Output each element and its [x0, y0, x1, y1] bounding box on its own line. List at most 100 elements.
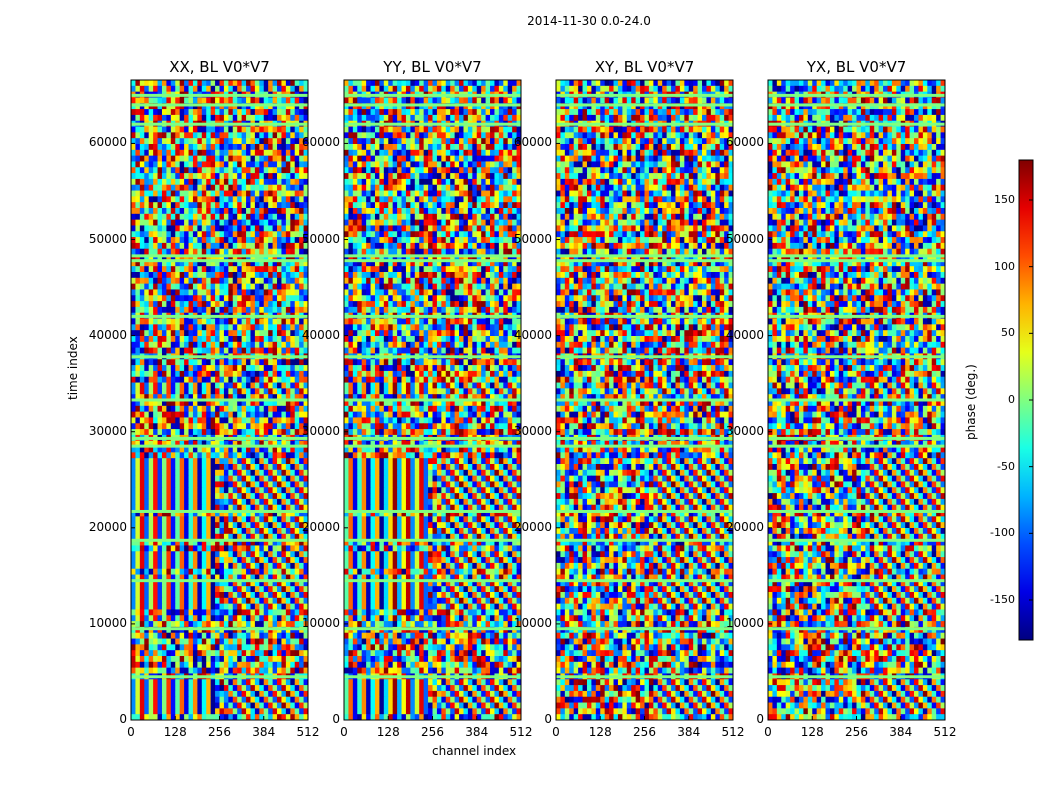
heatmap-cell: [246, 394, 251, 401]
heatmap-cell: [379, 155, 385, 162]
heatmap-cell: [161, 85, 167, 93]
heatmap-cell: [157, 132, 163, 139]
heatmap-cell: [157, 458, 163, 465]
heatmap-cell: [237, 539, 243, 546]
heatmap-cell: [294, 184, 300, 191]
heatmap-cell: [277, 376, 282, 383]
heatmap-cell: [299, 400, 304, 407]
heatmap-cell: [232, 97, 238, 104]
heatmap-cell: [197, 138, 203, 145]
heatmap-cell: [428, 138, 433, 145]
heatmap-cell: [436, 114, 442, 122]
heatmap-cell: [148, 417, 154, 424]
heatmap-cell: [228, 295, 234, 302]
heatmap-cell: [161, 696, 167, 703]
heatmap-cell: [170, 301, 176, 308]
heatmap-cell: [223, 196, 229, 203]
heatmap-cell: [254, 528, 260, 535]
heatmap-cell: [148, 330, 154, 337]
heatmap-cell: [201, 644, 207, 651]
heatmap-cell: [223, 126, 229, 133]
heatmap-cell: [188, 283, 194, 290]
heatmap-cell: [516, 132, 522, 139]
heatmap-cell: [219, 440, 225, 447]
heatmap-cell: [232, 650, 238, 657]
heatmap-cell: [472, 97, 478, 104]
heatmap-cell: [490, 138, 495, 145]
heatmap-cell: [192, 289, 198, 296]
heatmap-cell: [285, 341, 291, 349]
heatmap-cell: [246, 644, 251, 651]
heatmap-cell: [263, 149, 269, 157]
heatmap-cell: [188, 708, 194, 715]
heatmap-cell: [179, 597, 185, 605]
heatmap-cell: [201, 388, 207, 395]
heatmap-cell: [161, 242, 167, 250]
heatmap-cell: [259, 132, 265, 139]
heatmap-cell: [285, 440, 291, 447]
heatmap-cell: [197, 661, 203, 669]
heatmap-cell: [219, 586, 225, 593]
heatmap-cell: [299, 568, 304, 575]
heatmap-cell: [392, 126, 398, 133]
heatmap-cell: [237, 621, 243, 628]
heatmap-cell: [139, 347, 145, 354]
heatmap-cell: [188, 528, 194, 535]
heatmap-cell: [432, 114, 438, 122]
heatmap-cell: [179, 493, 185, 500]
heatmap-cell: [192, 324, 198, 331]
heatmap-cell: [175, 231, 181, 238]
heatmap-cell: [139, 493, 145, 500]
heatmap-cell: [294, 196, 300, 203]
heatmap-cell: [281, 429, 287, 436]
heatmap-cell: [161, 161, 167, 168]
heatmap-cell: [299, 167, 304, 174]
heatmap-cell: [188, 295, 194, 302]
heatmap-cell: [259, 690, 265, 698]
heatmap-cell: [294, 510, 300, 517]
heatmap-cell: [139, 289, 145, 296]
heatmap-cell: [188, 347, 194, 354]
heatmap-cell: [294, 266, 300, 273]
heatmap-cell: [215, 446, 220, 453]
heatmap-cell: [148, 306, 154, 314]
heatmap-cell: [161, 493, 167, 500]
heatmap-cell: [285, 173, 291, 180]
heatmap-cell: [139, 295, 145, 302]
heatmap-cell: [281, 714, 287, 721]
heatmap-cell: [192, 510, 198, 517]
heatmap-cell: [254, 283, 260, 290]
heatmap-cell: [206, 411, 212, 418]
heatmap-cell: [215, 533, 220, 541]
flag-line: [131, 444, 308, 448]
heatmap-cell: [201, 144, 207, 151]
heatmap-cell: [277, 498, 282, 506]
heatmap-cell: [166, 237, 172, 244]
heatmap-cell: [246, 266, 251, 273]
heatmap-cell: [179, 370, 185, 378]
heatmap-cell: [285, 376, 291, 383]
heatmap-cell: [148, 184, 154, 191]
heatmap-cell: [472, 132, 478, 139]
heatmap-cell: [201, 365, 207, 372]
heatmap-cell: [215, 405, 220, 413]
heatmap-cell: [192, 388, 198, 395]
heatmap-cell: [263, 469, 269, 477]
heatmap-cell: [259, 458, 265, 465]
heatmap-cell: [179, 144, 185, 151]
heatmap-cell: [228, 580, 234, 587]
heatmap-cell: [268, 603, 273, 610]
heatmap-cell: [241, 539, 247, 546]
heatmap-cell: [201, 498, 207, 506]
heatmap-cell: [277, 400, 282, 407]
heatmap-cell: [219, 341, 225, 349]
heatmap-cell: [139, 440, 145, 447]
heatmap-cell: [277, 586, 282, 593]
heatmap-cell: [135, 498, 141, 506]
heatmap-cell: [153, 504, 158, 511]
heatmap-cell: [223, 615, 229, 622]
heatmap-cell: [450, 138, 456, 145]
heatmap-cell: [201, 167, 207, 174]
heatmap-cell: [254, 708, 260, 715]
heatmap-cell: [259, 632, 265, 639]
